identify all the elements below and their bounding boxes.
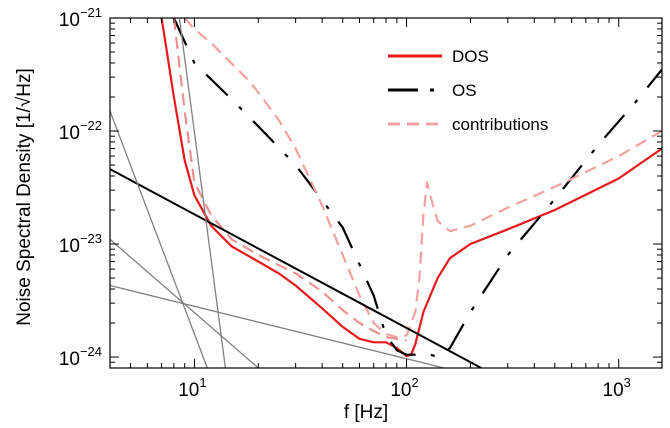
y-tick-label: 10−22 <box>59 118 102 144</box>
y-tick-label: 10−23 <box>59 231 102 257</box>
x-tick-label: 101 <box>178 375 206 401</box>
legend-label-DOS: DOS <box>452 47 489 66</box>
y-axis-label: Noise Spectral Density [1/√Hz] <box>14 68 35 326</box>
series-layer <box>110 18 662 368</box>
series-6-line <box>178 18 227 368</box>
series-OS-line <box>172 18 662 359</box>
series-contributions-line <box>183 18 662 339</box>
legend-label-OS: OS <box>452 81 477 100</box>
y-tick-label: 10−24 <box>59 344 102 370</box>
x-axis-label: f [Hz] <box>344 402 388 423</box>
legend: DOS OS contributions <box>388 47 548 134</box>
series-5-line <box>110 110 208 368</box>
series-3-line <box>172 18 407 342</box>
x-tick-label: 103 <box>603 375 631 401</box>
legend-label-contributions: contributions <box>452 115 548 134</box>
series-4-line <box>110 168 482 368</box>
y-tick-label: 10−21 <box>59 5 102 31</box>
series-DOS-line <box>160 18 662 358</box>
series-8-line <box>110 284 445 368</box>
axes-layer: 101 102 103 10−24 10−23 10−22 10−21 <box>59 5 663 401</box>
x-tick-label: 102 <box>390 375 418 401</box>
